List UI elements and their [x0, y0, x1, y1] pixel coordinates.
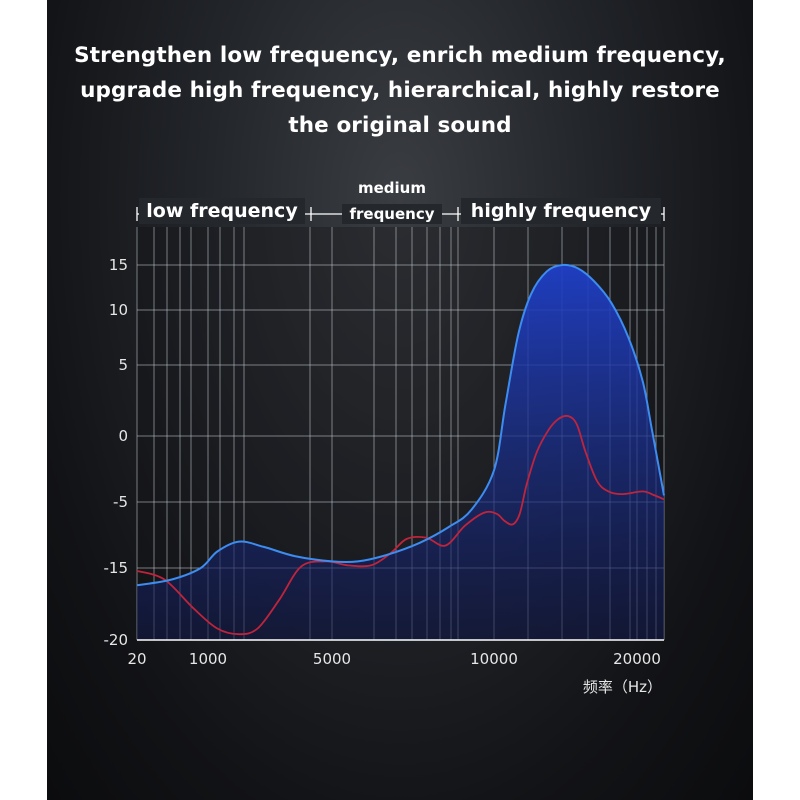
band-label-low: low frequency [146, 200, 298, 222]
y-tick-label: 10 [109, 301, 128, 319]
headline: Strengthen low frequency, enrich medium … [47, 38, 753, 143]
medium-band-label-backing [342, 204, 442, 224]
original-response-line [136, 414, 665, 636]
x-tick-label: 1000 [189, 650, 227, 668]
high-band-label-backing [461, 198, 661, 224]
x-axis-title: 频率（Hz） [583, 678, 662, 696]
x-tick-label: 20 [127, 650, 146, 668]
x-tick-label: 20000 [613, 650, 661, 668]
band-label-medium-line2: frequency [349, 205, 434, 223]
headline-line-3: the original sound [288, 113, 512, 138]
y-tick-label: 15 [109, 256, 128, 274]
enhanced-response-line [136, 263, 665, 587]
x-tick-labels: 20 1000 5000 10000 20000 [127, 650, 660, 668]
x-tick-label: 5000 [313, 650, 351, 668]
band-label-medium-line1: medium [358, 179, 426, 197]
band-label-high: highly frequency [471, 200, 652, 222]
headline-line-2: upgrade high frequency, hierarchical, hi… [80, 78, 720, 103]
y-tick-label: -5 [113, 493, 128, 511]
low-band-label-backing [139, 198, 305, 224]
y-tick-labels: 15 10 5 0 -5 -15 -20 [104, 256, 129, 649]
response-area-fill [137, 264, 664, 640]
y-tick-label: -15 [104, 559, 129, 577]
y-tick-label: -20 [104, 631, 129, 649]
headline-line-1: Strengthen low frequency, enrich medium … [74, 43, 726, 68]
y-tick-label: 5 [118, 356, 128, 374]
y-tick-label: 0 [118, 427, 128, 445]
x-tick-label: 10000 [470, 650, 518, 668]
